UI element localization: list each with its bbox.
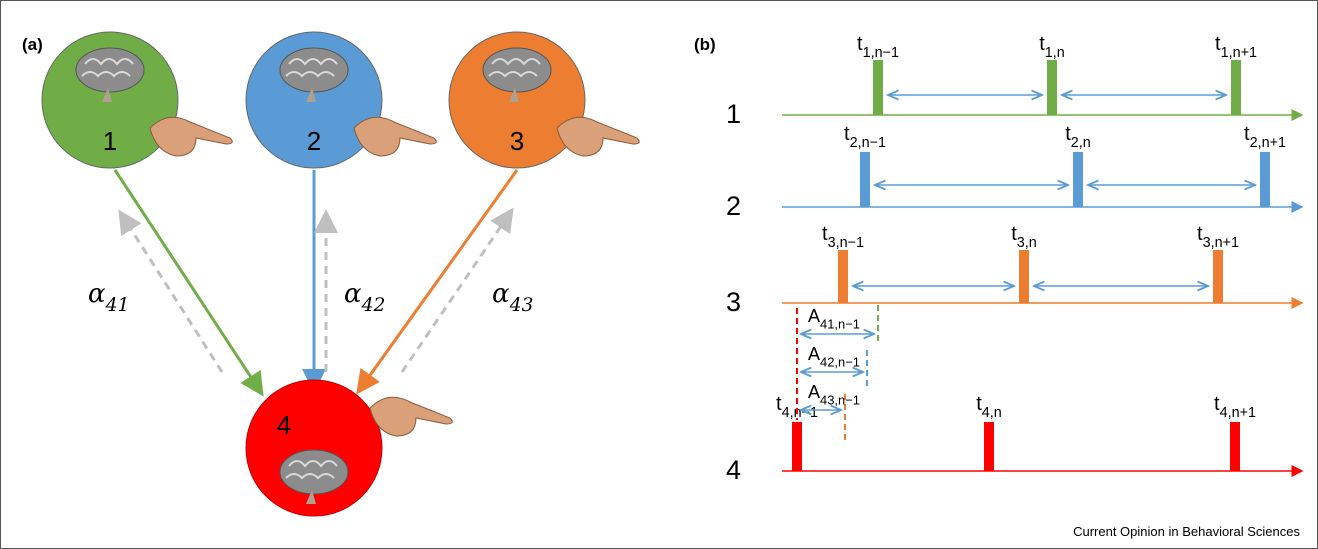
- hand-icon: [354, 117, 436, 156]
- label-subscript: 43: [509, 295, 534, 316]
- sub-label: α43: [492, 279, 533, 316]
- hand-shape: [354, 117, 436, 156]
- event-spike: [873, 60, 883, 115]
- hand-icon: [150, 117, 232, 156]
- panel-label: (a): [22, 35, 43, 54]
- node-label: 4: [277, 410, 291, 440]
- label-subscript: 41: [105, 295, 130, 316]
- sub-label: t2,n: [1065, 123, 1091, 151]
- sub-label: t1,n−1: [857, 33, 899, 61]
- frame: [1, 1, 1318, 549]
- event-spike: [984, 422, 994, 471]
- label-subscript: 1,n+1: [1221, 45, 1257, 61]
- sub-label: α41: [88, 279, 129, 316]
- node-label: 2: [307, 126, 321, 156]
- label-base: A: [808, 344, 820, 364]
- sub-label: A42,n−1: [808, 344, 860, 369]
- panel-label: (b): [694, 35, 716, 54]
- label-subscript: 4,n+1: [1220, 405, 1256, 421]
- node-label: 1: [103, 126, 117, 156]
- coupling-arrow: [115, 170, 262, 394]
- label-subscript: 42: [361, 295, 386, 316]
- page: (a) (b) Current Opinion in Behavioral Sc…: [0, 0, 1318, 549]
- footer: Current Opinion in Behavioral Sciences: [1073, 524, 1300, 539]
- label-subscript: 2,n+1: [1250, 135, 1286, 151]
- label-subscript: 4,n: [982, 405, 1002, 421]
- label-base: α: [344, 279, 362, 309]
- label-subscript: 2,n−1: [850, 135, 886, 151]
- row-label: 2: [726, 191, 741, 221]
- event-spike: [1073, 152, 1083, 207]
- sub-label: A43,n−1: [808, 382, 860, 407]
- event-spike: [860, 152, 870, 207]
- label-subscript: 41,n−1: [820, 316, 860, 331]
- event-spike: [1260, 152, 1270, 207]
- event-spike: [1231, 60, 1241, 115]
- brain-shape: [280, 450, 348, 494]
- row-label: 4: [726, 455, 741, 485]
- sub-label: t4,n+1: [1214, 393, 1256, 421]
- brain-shape: [76, 48, 144, 92]
- label-subscript: 3,n: [1017, 235, 1037, 251]
- hand-shape: [370, 397, 452, 436]
- label-subscript: 42,n−1: [820, 354, 860, 369]
- figure: (a) (b) Current Opinion in Behavioral Sc…: [0, 0, 1318, 549]
- hand-icon: [370, 397, 452, 436]
- node: [246, 380, 382, 516]
- hand-shape: [557, 117, 639, 156]
- brain-shape: [280, 48, 348, 92]
- event-spike: [1230, 422, 1240, 471]
- event-spike: [838, 250, 848, 303]
- label-subscript: 3,n+1: [1203, 235, 1239, 251]
- node-label: 3: [510, 126, 524, 156]
- feedback-arrow: [120, 212, 222, 372]
- sub-label: A41,n−1: [808, 306, 860, 331]
- event-spike: [792, 422, 802, 471]
- sub-label: t1,n+1: [1215, 33, 1257, 61]
- sub-label: t2,n−1: [844, 123, 886, 151]
- label-subscript: 2,n: [1071, 135, 1091, 151]
- sub-label: t4,n: [976, 393, 1002, 421]
- label-base: A: [808, 382, 820, 402]
- brain-shape: [483, 48, 551, 92]
- sub-label: t3,n+1: [1197, 223, 1239, 251]
- event-spike: [1047, 60, 1057, 115]
- label-subscript: 1,n−1: [863, 45, 899, 61]
- sub-label: t1,n: [1039, 33, 1065, 61]
- row-label: 3: [726, 287, 741, 317]
- label-base: A: [808, 306, 820, 326]
- sub-label: α42: [344, 279, 385, 316]
- row-label: 1: [726, 99, 741, 129]
- sub-label: t2,n+1: [1244, 123, 1286, 151]
- label-base: α: [88, 279, 106, 309]
- label-subscript: 3,n−1: [828, 235, 864, 251]
- event-spike: [1019, 250, 1029, 303]
- label-subscript: 43,n−1: [820, 392, 860, 407]
- label-subscript: 4,n−1: [782, 405, 818, 421]
- label-base: α: [492, 279, 510, 309]
- hand-shape: [150, 117, 232, 156]
- label-subscript: 1,n: [1045, 45, 1065, 61]
- sub-label: t3,n: [1011, 223, 1037, 251]
- event-spike: [1213, 250, 1223, 303]
- sub-label: t3,n−1: [822, 223, 864, 251]
- hand-icon: [557, 117, 639, 156]
